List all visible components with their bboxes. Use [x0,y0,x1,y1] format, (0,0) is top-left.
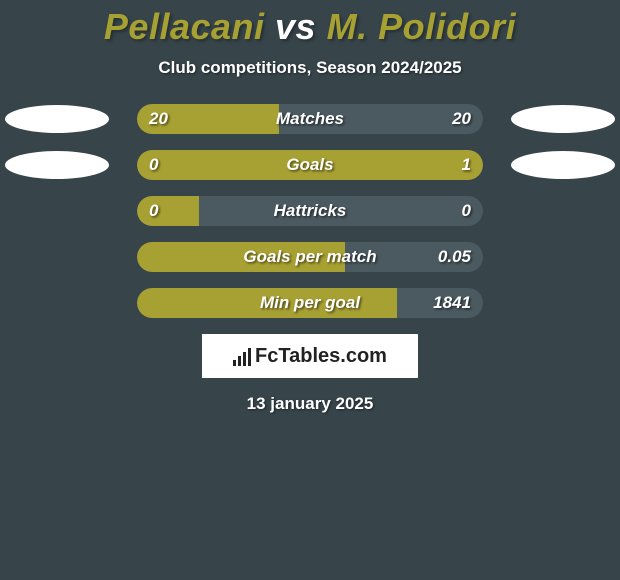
vs-text: vs [275,6,316,47]
stat-row: Goals per match 0.05 [0,242,620,272]
stat-row: 0 Hattricks 0 [0,196,620,226]
stats-comparison-card: Pellacani vs M. Polidori Club competitio… [0,0,620,580]
date-text: 13 january 2025 [0,394,620,414]
stat-label: Hattricks [274,201,347,221]
bar-fill-left [137,196,199,226]
stat-label: Matches [276,109,344,129]
source-logo: FcTables.com [202,334,418,378]
stat-value-right: 0 [462,201,471,221]
stat-row: 0 Goals 1 [0,150,620,180]
subtitle: Club competitions, Season 2024/2025 [0,58,620,78]
stat-value-right: 20 [452,109,471,129]
team-badge-left [5,105,109,133]
team-badge-left [5,151,109,179]
stat-value-right: 0.05 [438,247,471,267]
player-a-name: Pellacani [104,6,265,47]
stat-value-left: 20 [149,109,168,129]
stat-value-left: 0 [149,201,158,221]
stat-value-right: 1 [462,155,471,175]
page-title: Pellacani vs M. Polidori [0,6,620,48]
stat-label: Goals [286,155,333,175]
team-badge-right [511,105,615,133]
stats-rows: 20 Matches 20 0 Goals 1 0 Hattricks 0 Goals per m… [0,104,620,318]
stat-row: Min per goal 1841 [0,288,620,318]
stat-label: Min per goal [260,293,360,313]
chart-icon [233,346,251,366]
logo-text: FcTables.com [255,345,387,368]
stat-bar: 0 Hattricks 0 [137,196,483,226]
player-b-name: M. Polidori [327,6,517,47]
stat-bar: 20 Matches 20 [137,104,483,134]
team-badge-right [511,151,615,179]
stat-bar: 0 Goals 1 [137,150,483,180]
bar-fill-left [137,150,199,180]
bar-fill-right [199,150,483,180]
stat-value-right: 1841 [433,293,471,313]
stat-bar: Goals per match 0.05 [137,242,483,272]
stat-row: 20 Matches 20 [0,104,620,134]
stat-label: Goals per match [243,247,376,267]
stat-value-left: 0 [149,155,158,175]
stat-bar: Min per goal 1841 [137,288,483,318]
